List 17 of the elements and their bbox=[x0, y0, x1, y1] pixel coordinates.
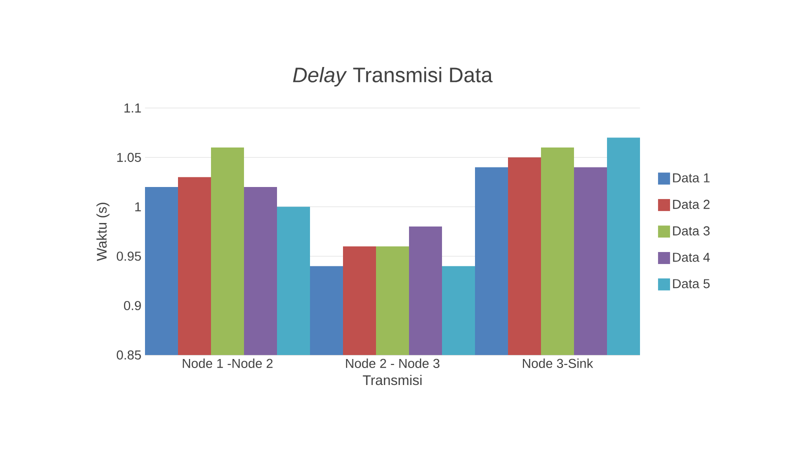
x-tick-label: Node 2 - Node 3 bbox=[346, 358, 440, 368]
x-axis-title: Transmisi bbox=[362, 374, 422, 386]
x-tick-label: Node 1 -Node 2 bbox=[182, 358, 273, 368]
legend-label: Data 2 bbox=[673, 200, 710, 209]
y-tick-label: 1 bbox=[135, 202, 141, 212]
legend-label: Data 4 bbox=[673, 252, 710, 262]
y-tick-label: 1.1 bbox=[124, 104, 141, 112]
legend-label: Data 5 bbox=[673, 279, 710, 288]
chart-title: Delay Transmisi Data bbox=[293, 67, 493, 86]
y-tick-label: 1.05 bbox=[117, 152, 141, 162]
legend-label: Data 1 bbox=[673, 173, 710, 182]
y-tick-label: 0.85 bbox=[116, 350, 141, 360]
y-axis-title: Waktu (s) bbox=[96, 202, 110, 262]
y-tick-label: 0.9 bbox=[124, 301, 141, 310]
x-tick-label: Node 3-Sink bbox=[522, 358, 594, 368]
y-tick-label: 0.95 bbox=[116, 252, 141, 261]
legend-label: Data 3 bbox=[673, 226, 710, 236]
